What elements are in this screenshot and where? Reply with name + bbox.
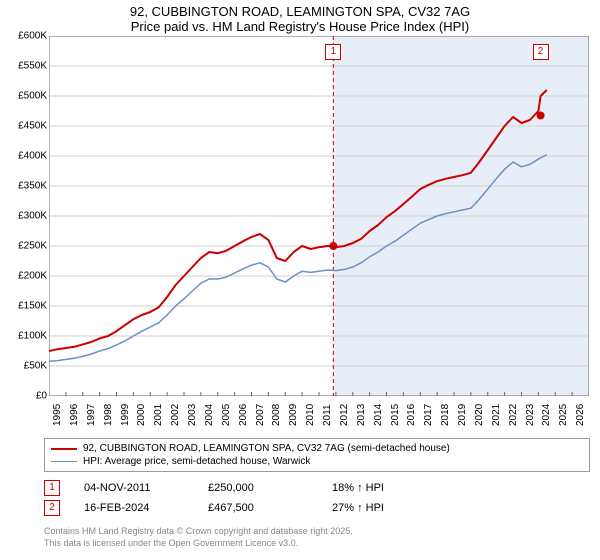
x-tick: 2012 [339,404,350,426]
x-tick: 2024 [541,404,552,426]
x-tick: 1996 [69,404,80,426]
x-tick: 2000 [136,404,147,426]
x-tick: 2002 [170,404,181,426]
legend-swatch-hpi [51,461,77,463]
x-tick: 2008 [271,404,282,426]
x-tick: 2003 [187,404,198,426]
marker-hpi-2: 27% ↑ HPI [332,502,432,514]
attribution-line-1: Contains HM Land Registry data © Crown c… [44,526,590,538]
legend-swatch-property [51,448,77,450]
y-tick: £0 [36,391,47,402]
attribution-line-2: This data is licensed under the Open Gov… [44,538,590,550]
plot-marker-1: 1 [325,44,341,60]
marker-badge-1: 1 [44,480,60,496]
y-tick: £250K [18,241,47,252]
chart-svg [49,36,589,396]
y-tick: £100K [18,331,47,342]
y-tick: £150K [18,301,47,312]
marker-table: 1 04-NOV-2011 £250,000 18% ↑ HPI 2 16-FE… [44,478,590,518]
y-tick: £600K [18,31,47,42]
x-tick: 2004 [204,404,215,426]
marker-row-2: 2 16-FEB-2024 £467,500 27% ↑ HPI [44,498,590,518]
y-tick: £350K [18,181,47,192]
x-tick: 2013 [356,404,367,426]
y-tick: £50K [24,361,47,372]
x-tick: 2025 [558,404,569,426]
x-axis: 1995 1996 1997 1998 1999 2000 2001 2002 2003 2004… [49,398,589,434]
marker-date-1: 04-NOV-2011 [84,482,184,494]
legend-label-property: 92, CUBBINGTON ROAD, LEAMINGTON SPA, CV3… [83,443,450,454]
chart-title-block: 92, CUBBINGTON ROAD, LEAMINGTON SPA, CV3… [0,0,600,36]
x-tick: 2015 [390,404,401,426]
legend-row-hpi: HPI: Average price, semi-detached house,… [51,455,583,468]
title-line-2: Price paid vs. HM Land Registry's House … [0,19,600,34]
attribution-block: Contains HM Land Registry data © Crown c… [44,526,590,549]
x-tick: 2021 [491,404,502,426]
x-tick: 1999 [120,404,131,426]
x-tick: 2019 [457,404,468,426]
x-tick: 2001 [153,404,164,426]
x-tick: 1997 [86,404,97,426]
x-tick: 2018 [440,404,451,426]
x-tick: 2022 [508,404,519,426]
x-tick: 2023 [525,404,536,426]
y-tick: £200K [18,271,47,282]
x-tick: 1998 [103,404,114,426]
marker-badge-2: 2 [44,500,60,516]
x-tick: 2026 [575,404,586,426]
y-tick: £400K [18,151,47,162]
y-axis: £0£50K£100K£150K£200K£250K£300K£350K£400… [5,36,49,396]
x-tick: 2005 [221,404,232,426]
chart-area: £0 £50K £100K £150K £200K £250K £300K £350K £400… [5,36,595,436]
y-tick: £500K [18,91,47,102]
plot-region: 12 [49,36,589,396]
x-tick: 2017 [423,404,434,426]
x-tick: 2009 [288,404,299,426]
y-tick: £300K [18,211,47,222]
marker-row-1: 1 04-NOV-2011 £250,000 18% ↑ HPI [44,478,590,498]
marker-hpi-1: 18% ↑ HPI [332,482,432,494]
legend-label-hpi: HPI: Average price, semi-detached house,… [83,456,310,467]
marker-price-1: £250,000 [208,482,308,494]
plot-marker-2: 2 [533,44,549,60]
marker-date-2: 16-FEB-2024 [84,502,184,514]
title-line-1: 92, CUBBINGTON ROAD, LEAMINGTON SPA, CV3… [0,4,600,19]
x-tick: 2010 [305,404,316,426]
x-tick: 2020 [474,404,485,426]
marker-price-2: £467,500 [208,502,308,514]
x-tick: 2011 [322,404,333,426]
y-tick: £450K [18,121,47,132]
legend-row-property: 92, CUBBINGTON ROAD, LEAMINGTON SPA, CV3… [51,442,583,455]
x-tick: 1995 [52,404,63,426]
y-tick: £550K [18,61,47,72]
legend-box: 92, CUBBINGTON ROAD, LEAMINGTON SPA, CV3… [44,438,590,472]
x-tick: 2016 [406,404,417,426]
x-tick: 2007 [255,404,266,426]
x-tick: 2006 [238,404,249,426]
x-tick: 2014 [373,404,384,426]
